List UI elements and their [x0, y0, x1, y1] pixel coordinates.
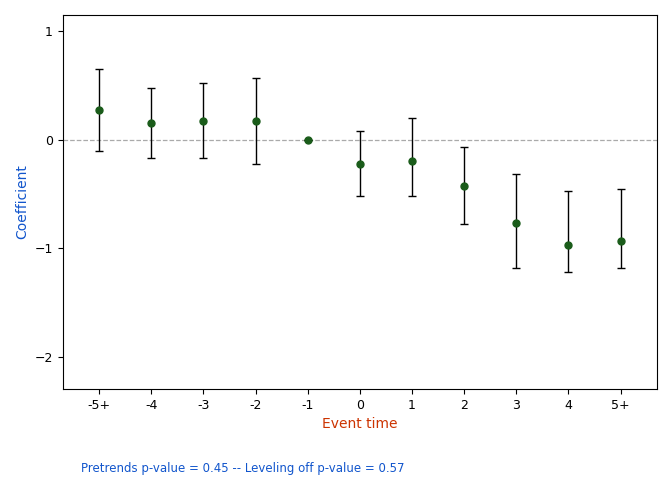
- Text: Pretrends p-value = 0.45 -- Leveling off p-value = 0.57: Pretrends p-value = 0.45 -- Leveling off…: [81, 462, 404, 475]
- Y-axis label: Coefficient: Coefficient: [15, 165, 29, 240]
- X-axis label: Event time: Event time: [322, 418, 398, 432]
